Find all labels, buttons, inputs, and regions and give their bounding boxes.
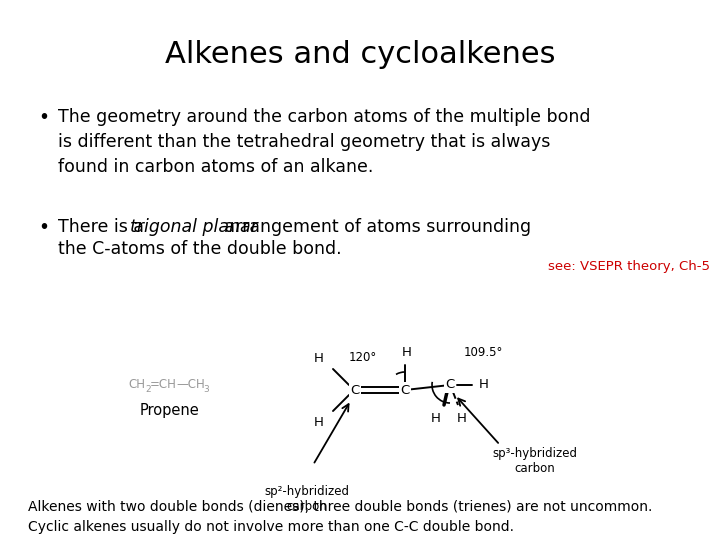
Text: Alkenes and cycloalkenes: Alkenes and cycloalkenes — [165, 40, 555, 69]
Text: H: H — [457, 411, 467, 424]
Text: H: H — [479, 379, 489, 392]
Text: •: • — [38, 108, 49, 127]
Text: 3: 3 — [203, 384, 209, 394]
Text: —CH: —CH — [176, 379, 204, 392]
Text: H: H — [431, 411, 441, 424]
Text: see: VSEPR theory, Ch-5: see: VSEPR theory, Ch-5 — [548, 260, 710, 273]
Text: H: H — [314, 352, 324, 365]
Text: sp²-hybridized
carbon: sp²-hybridized carbon — [264, 485, 349, 513]
Text: 120°: 120° — [348, 351, 377, 364]
Text: The geometry around the carbon atoms of the multiple bond
is different than the : The geometry around the carbon atoms of … — [58, 108, 590, 176]
Text: the C-atoms of the double bond.: the C-atoms of the double bond. — [58, 240, 341, 258]
Text: There is a: There is a — [58, 218, 150, 236]
Text: Alkenes with two double bonds (dienes), three double bonds (trienes) are not unc: Alkenes with two double bonds (dienes), … — [28, 500, 652, 534]
Text: 2: 2 — [145, 384, 150, 394]
Text: trigonal planar: trigonal planar — [130, 218, 257, 236]
Text: H: H — [402, 346, 412, 359]
Text: C: C — [446, 379, 454, 392]
Text: H: H — [314, 415, 324, 429]
Text: arrangement of atoms surrounding: arrangement of atoms surrounding — [219, 218, 531, 236]
Text: C: C — [400, 383, 410, 396]
Text: C: C — [351, 383, 359, 396]
Text: Propene: Propene — [140, 403, 199, 418]
Text: CH: CH — [128, 379, 145, 392]
Text: 109.5°: 109.5° — [464, 346, 503, 359]
Text: =CH: =CH — [150, 379, 177, 392]
Text: •: • — [38, 218, 49, 237]
Text: sp³-hybridized
carbon: sp³-hybridized carbon — [492, 447, 577, 475]
